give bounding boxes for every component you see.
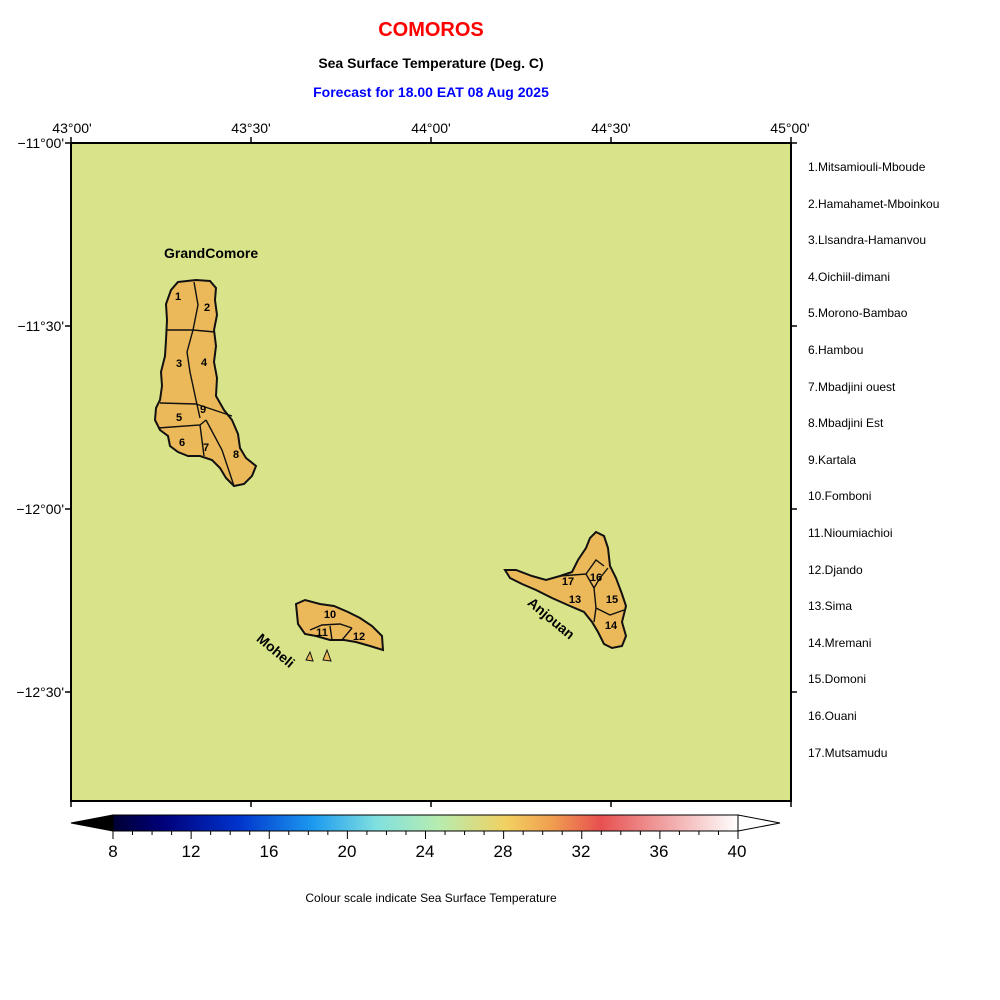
- sea-area: [70, 142, 792, 802]
- region-number: 10: [323, 609, 337, 621]
- region-number: 13: [568, 594, 582, 606]
- colorbar-tick-label: 36: [649, 842, 669, 861]
- region-number: 1: [174, 291, 182, 303]
- legend-item: 11.Nioumiachioi: [808, 525, 893, 540]
- region-number: 15: [605, 594, 619, 606]
- region-number: 12: [352, 631, 366, 643]
- lon-label: 43°30': [231, 120, 271, 136]
- legend-item: 6.Hambou: [808, 342, 864, 357]
- colorbar-tick-label: 28: [493, 842, 513, 861]
- legend-item: 9.Kartala: [808, 452, 857, 467]
- region-number: 6: [178, 437, 186, 449]
- region-number: 17: [561, 576, 575, 588]
- colorbar: [70, 814, 781, 839]
- lon-label: 44°00': [411, 120, 451, 136]
- legend-item: 5.Morono-Bambao: [808, 306, 908, 321]
- lat-label: −11°00': [17, 135, 64, 151]
- legend-item: 12.Djando: [808, 562, 863, 577]
- lat-label: −12°30': [16, 684, 64, 700]
- legend-item: 14.Mremani: [808, 635, 872, 650]
- forecast-label: Forecast for 18.00 EAT 08 Aug 2025: [313, 84, 549, 100]
- region-number: 8: [232, 449, 240, 461]
- colorbar-tick-label: 24: [415, 842, 435, 861]
- colorbar-caption: Colour scale indicate Sea Surface Temper…: [305, 891, 557, 905]
- region-number: 16: [589, 572, 603, 584]
- colorbar-tick-label: 16: [259, 842, 279, 861]
- legend-item: 16.Ouani: [808, 708, 857, 723]
- legend-item: 17.Mutsamudu: [808, 745, 888, 760]
- legend-item: 3.Llsandra-Hamanvou: [808, 233, 927, 248]
- legend-item: 13.Sima: [808, 599, 853, 614]
- legend-item: 1.Mitsamiouli-Mboude: [808, 160, 926, 174]
- region-number: 4: [200, 357, 208, 369]
- anjouan-island: [503, 530, 628, 650]
- island-label-grand-comore: GrandComore: [164, 245, 259, 261]
- lat-label: −11°30': [17, 318, 64, 334]
- lon-label: 44°30': [591, 120, 631, 136]
- colorbar-tick-label: 40: [727, 842, 747, 861]
- region-number: 11: [316, 627, 328, 639]
- map-title: COMOROS: [378, 19, 484, 41]
- legend-item: 7.Mbadjini ouest: [808, 379, 896, 394]
- colorbar-tick-label: 8: [108, 842, 118, 861]
- moheli-island: [294, 598, 385, 662]
- legend-item: 8.Mbadjini Est: [808, 416, 884, 431]
- colorbar-tick-label: 20: [337, 842, 357, 861]
- region-number: 7: [202, 442, 210, 454]
- region-legend: 1.Mitsamiouli-Mboude 2.Hamahamet-Mboinko…: [808, 158, 939, 780]
- colorbar-tick-label: 12: [181, 842, 201, 861]
- region-number: 3: [175, 358, 183, 370]
- region-number: 2: [203, 302, 211, 314]
- lon-label: 43°00': [52, 120, 92, 136]
- grand-comore-island: [153, 278, 258, 488]
- map-subtitle: Sea Surface Temperature (Deg. C): [318, 55, 544, 71]
- legend-item: 10.Fomboni: [808, 489, 872, 504]
- legend-item: 4.Oichiil-dimani: [808, 269, 891, 284]
- region-number: 14: [604, 620, 618, 632]
- frame-ticks: [65, 137, 797, 807]
- colorbar-tick-label: 32: [571, 842, 591, 861]
- lon-label: 45°00': [770, 120, 810, 136]
- lat-label: −12°00': [16, 501, 64, 517]
- region-number: 5: [175, 412, 183, 424]
- legend-item: 2.Hamahamet-Mboinkou: [808, 196, 940, 211]
- legend-item: 15.Domoni: [808, 672, 867, 687]
- region-number: 9: [199, 404, 207, 416]
